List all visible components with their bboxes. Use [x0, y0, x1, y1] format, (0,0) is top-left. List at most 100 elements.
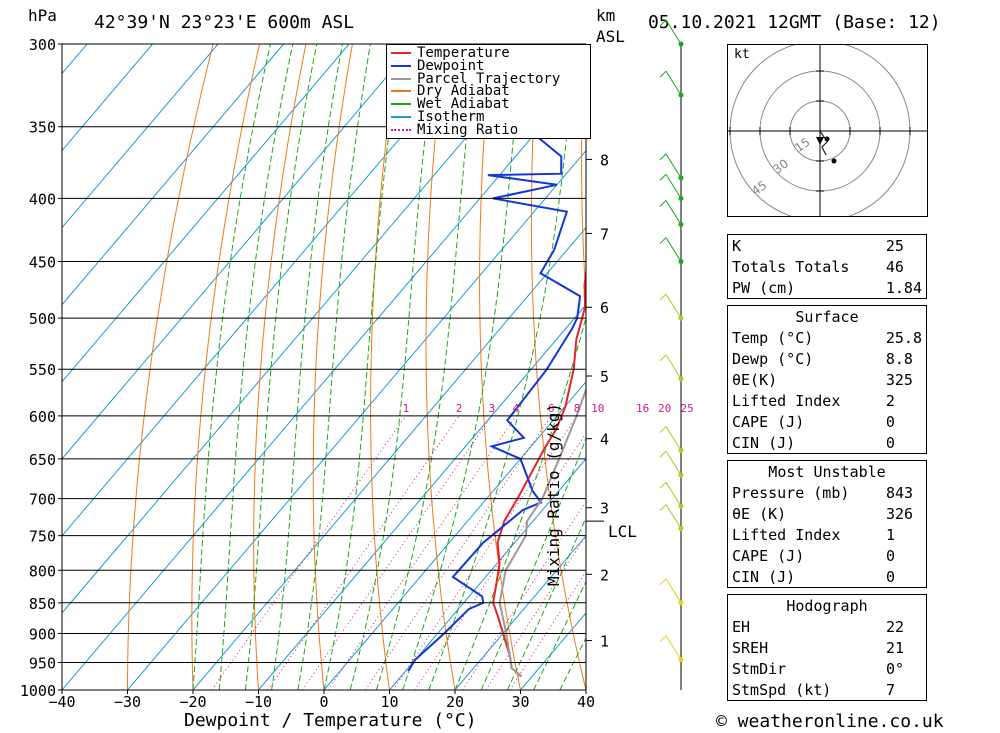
index-label: Totals Totals: [732, 257, 850, 276]
wind-barb-flag: [659, 504, 667, 511]
index-value: 7: [886, 680, 896, 699]
legend-label: Isotherm: [417, 109, 485, 125]
surface-table: Surface Temp (°C) 25.8 Dewp (°C) 8.8 θE(K) 325…: [727, 305, 927, 454]
index-label: StmDir: [732, 659, 787, 678]
isotherm-line: [62, 44, 350, 383]
y-tick-label: 750: [29, 528, 56, 546]
credit-label[interactable]: © weatheronline.co.uk: [716, 711, 944, 732]
mixing-ratio-tick-label: 4: [513, 402, 520, 415]
wind-barb-flag: [659, 153, 667, 161]
index-label: CAPE (J): [732, 412, 805, 431]
wind-barb: [665, 70, 682, 96]
mixing-ratio-tick-label: 25: [681, 402, 694, 415]
index-label: CIN (J): [732, 567, 796, 586]
index-row: SREH 21: [728, 637, 927, 658]
index-label: Temp (°C): [732, 328, 814, 347]
km-tick-label: 3: [600, 500, 609, 518]
index-row: Temp (°C) 25.8: [728, 327, 927, 348]
series-parcel-trajectory: [498, 386, 586, 678]
index-label: StmSpd (kt): [732, 680, 832, 699]
y-tick-label: 600: [29, 408, 56, 426]
wind-barb-flag: [659, 70, 667, 78]
legend-label: Wet Adiabat: [417, 96, 510, 113]
index-value: 8.8: [885, 349, 913, 368]
index-row: Pressure (mb) 843: [728, 482, 927, 503]
hodograph-ring-label: 30: [770, 156, 791, 176]
index-row: PW (cm) 1.84: [728, 277, 927, 299]
km-tick-label: 5: [600, 368, 609, 386]
isotherm-line: [62, 44, 284, 306]
series-temperature: [492, 180, 586, 678]
isotherm-line: [62, 72, 586, 690]
wind-barb-flag: [659, 174, 667, 181]
legend-label: Dewpoint: [417, 57, 485, 74]
legend-swatch: [391, 128, 411, 131]
isotherm-line: [258, 303, 586, 690]
wet-adiabat-line: [271, 44, 343, 690]
most-unstable-table: Most Unstable Pressure (mb) 843 θE (K) 326 Li…: [727, 460, 927, 588]
wet-adiabat-line: [297, 44, 371, 690]
index-row: EH 22: [728, 616, 927, 637]
legend-label: Dry Adiabat: [417, 83, 510, 100]
wind-barb: [665, 200, 682, 225]
index-row: Lifted Index 1: [728, 524, 927, 545]
index-row: K 25: [728, 235, 927, 257]
index-row: StmDir 0°: [728, 658, 927, 679]
legend-label: Mixing Ratio: [417, 121, 519, 138]
index-value: 2: [885, 391, 895, 410]
legend-swatch: [391, 77, 411, 80]
y-tick-label: 700: [29, 491, 56, 509]
km-tick-label: 4: [600, 431, 609, 449]
wet-adiabat-line: [218, 44, 294, 690]
wind-barb-flag: [659, 481, 667, 489]
mixing-ratio-line: [414, 432, 586, 690]
table-header: Most Unstable: [768, 462, 886, 481]
storm-motion-marker: [816, 137, 824, 145]
wind-barb: [665, 481, 682, 507]
index-row: Totals Totals 46: [728, 256, 927, 277]
legend-swatch: [391, 116, 411, 118]
isotherm-line: [62, 44, 219, 229]
x-tick-label: −10: [245, 693, 272, 711]
wind-barb: [665, 578, 682, 604]
km-tick-label: 1: [600, 633, 609, 651]
wet-adiabat-line: [192, 44, 271, 690]
y-tick-label: 1000: [20, 682, 56, 700]
x-tick-label: 10: [380, 693, 398, 711]
x-tick-label: 0: [319, 693, 328, 711]
index-value: 25.8: [885, 328, 922, 347]
wet-adiabat-line: [402, 44, 524, 690]
legend-item: Temperature: [391, 46, 510, 60]
index-label: Dewp (°C): [732, 349, 814, 368]
x-tick-label: 40: [577, 693, 595, 711]
y-tick-label: 650: [29, 451, 56, 469]
isotherm-line: [127, 149, 586, 690]
mixing-ratio-tick-label: 8: [574, 402, 581, 415]
index-row: Dewp (°C) 8.8: [728, 348, 927, 369]
index-row: CIN (J) 0: [728, 432, 927, 454]
wind-barb: [665, 450, 682, 476]
hodograph-point: [824, 136, 830, 142]
isotherm-line: [389, 458, 586, 690]
index-label: PW (cm): [732, 278, 796, 297]
x-tick-label: 20: [446, 693, 464, 711]
wind-barb-flag: [659, 293, 667, 301]
y-tick-label: 400: [29, 190, 56, 208]
wet-adiabat-line: [506, 516, 586, 690]
y-tick-label: 800: [29, 562, 56, 580]
index-value: 46: [885, 257, 904, 276]
basic-indices-table: K 25 Totals Totals 46 PW (cm) 1.84: [727, 234, 927, 299]
location-title: 42°39'N 23°23'E 600m ASL: [94, 12, 355, 33]
wet-adiabat-line: [323, 44, 402, 690]
index-label: Lifted Index: [732, 391, 841, 410]
hodograph-table: Hodograph EH 22 SREH 21 StmDir 0° StmSpd (kt) 7: [727, 594, 927, 701]
index-label: Lifted Index: [732, 525, 841, 544]
mixing-ratio-tick-label: 20: [658, 402, 671, 415]
km-tick-label: 7: [600, 225, 609, 243]
x-tick-label: −20: [179, 693, 206, 711]
index-label: Pressure (mb): [732, 483, 850, 502]
datetime-label: 05.10.2021 12GMT (Base: 12): [648, 12, 941, 33]
y-tick-label: 950: [29, 654, 56, 672]
legend-item: Dry Adiabat: [391, 83, 510, 100]
